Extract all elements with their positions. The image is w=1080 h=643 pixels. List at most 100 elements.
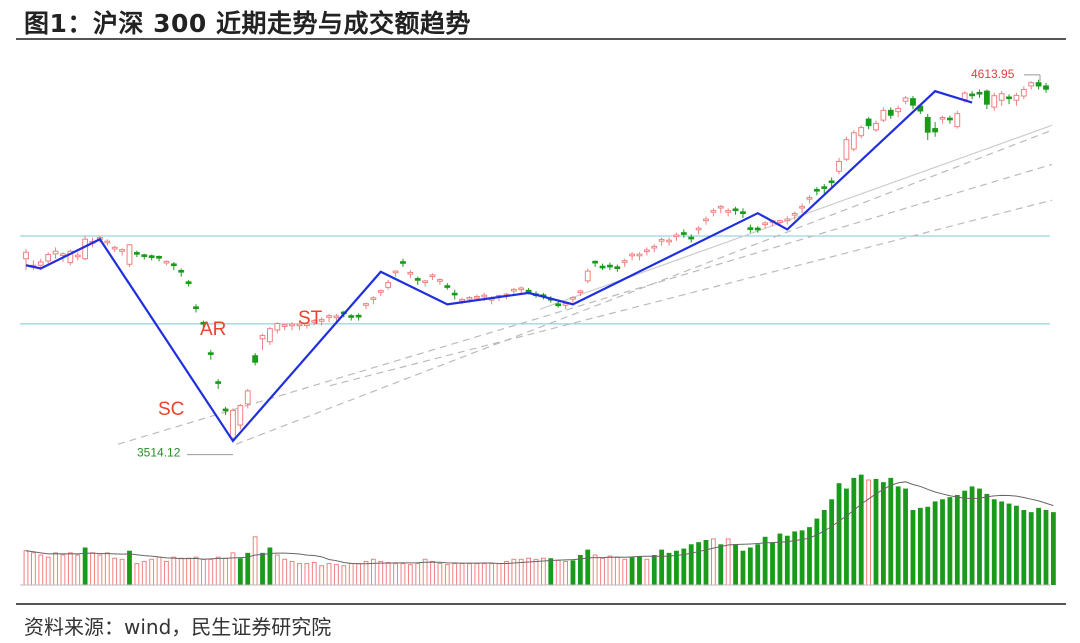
candle bbox=[466, 296, 473, 300]
candle bbox=[385, 282, 392, 288]
candle bbox=[222, 408, 229, 412]
volume-bar bbox=[977, 488, 982, 585]
volume-bar bbox=[400, 563, 406, 586]
candle bbox=[37, 261, 44, 266]
volume-bar bbox=[991, 499, 997, 585]
candle bbox=[562, 303, 569, 306]
candle bbox=[237, 405, 244, 426]
volume-bar bbox=[30, 552, 36, 586]
candle bbox=[67, 250, 74, 264]
candle bbox=[651, 245, 658, 249]
volume-bar bbox=[577, 555, 583, 585]
volume-bar bbox=[23, 550, 29, 586]
candle bbox=[207, 352, 214, 355]
volume-bar bbox=[297, 563, 302, 586]
volume-bar bbox=[127, 550, 132, 585]
volume-bar bbox=[651, 555, 657, 585]
candle bbox=[732, 208, 739, 212]
candle bbox=[932, 128, 939, 133]
volume-bar bbox=[452, 563, 458, 586]
volume-bar bbox=[393, 563, 398, 586]
candle bbox=[703, 218, 709, 222]
candle bbox=[119, 249, 125, 252]
volume-bar bbox=[1036, 507, 1042, 585]
candle bbox=[104, 240, 111, 244]
volume-bar bbox=[674, 550, 679, 585]
volume-bar bbox=[326, 563, 332, 586]
volume-bar bbox=[725, 538, 731, 586]
candle bbox=[200, 322, 207, 325]
volume-bar bbox=[304, 563, 310, 586]
volume-bar bbox=[489, 563, 495, 586]
candle bbox=[799, 205, 805, 209]
candle bbox=[370, 297, 377, 300]
volume-bar bbox=[954, 495, 960, 585]
volume-bar bbox=[784, 535, 790, 585]
candle bbox=[133, 252, 140, 255]
candle bbox=[473, 295, 480, 299]
volume-bar bbox=[858, 474, 864, 585]
volume-bar bbox=[688, 544, 694, 585]
volume-bar bbox=[917, 507, 923, 585]
csi300-chart: AR SC ST 4613.95 3514.12 bbox=[20, 67, 1056, 586]
candle bbox=[60, 253, 66, 256]
candle bbox=[895, 107, 902, 113]
volume-bar bbox=[481, 563, 487, 586]
volume-bar bbox=[696, 542, 702, 585]
volume-bar bbox=[969, 486, 975, 585]
volume-bar bbox=[873, 478, 879, 585]
candle bbox=[643, 249, 650, 253]
volume-bar bbox=[334, 564, 339, 586]
candle bbox=[230, 409, 236, 439]
candle bbox=[939, 117, 946, 120]
volume-bar bbox=[703, 540, 709, 585]
candle bbox=[481, 294, 488, 298]
candle bbox=[267, 328, 273, 343]
candle bbox=[185, 281, 192, 284]
volume-bar bbox=[740, 550, 746, 585]
candle bbox=[865, 118, 872, 127]
volume-bar bbox=[267, 547, 273, 585]
volume-bar bbox=[156, 556, 162, 586]
volume-bar bbox=[984, 493, 990, 585]
volume-bar bbox=[67, 552, 73, 586]
candle bbox=[252, 355, 259, 363]
candle bbox=[348, 315, 355, 318]
candle bbox=[170, 263, 177, 267]
candle bbox=[599, 265, 606, 269]
candle bbox=[333, 315, 340, 319]
candle bbox=[636, 253, 643, 257]
candle bbox=[510, 288, 517, 292]
volume-bar bbox=[614, 556, 620, 586]
candle bbox=[437, 279, 443, 282]
volume-bar bbox=[289, 560, 295, 586]
candle bbox=[377, 290, 384, 293]
trend-line bbox=[235, 129, 1053, 445]
candle bbox=[658, 239, 665, 242]
volume-bar bbox=[548, 558, 554, 585]
candle bbox=[983, 90, 990, 105]
volume-bar bbox=[637, 556, 642, 585]
candle bbox=[311, 320, 318, 323]
candle bbox=[947, 117, 953, 121]
volume-bar bbox=[585, 549, 591, 585]
volume-bar bbox=[540, 557, 546, 586]
candle bbox=[791, 213, 798, 216]
candle bbox=[422, 280, 429, 284]
candle bbox=[873, 122, 879, 131]
candle bbox=[363, 303, 369, 306]
candle bbox=[629, 253, 635, 257]
candle bbox=[592, 260, 599, 264]
candle bbox=[621, 260, 628, 263]
candle bbox=[584, 270, 591, 282]
volume-bar bbox=[555, 559, 561, 586]
volume-bar bbox=[895, 486, 901, 585]
volume-bar bbox=[733, 544, 738, 585]
candle bbox=[318, 319, 325, 322]
candle bbox=[880, 109, 887, 121]
volume-bar bbox=[60, 554, 66, 586]
candle bbox=[525, 289, 532, 293]
candle bbox=[156, 255, 162, 259]
volume-bar bbox=[747, 547, 753, 585]
candle bbox=[717, 205, 724, 209]
